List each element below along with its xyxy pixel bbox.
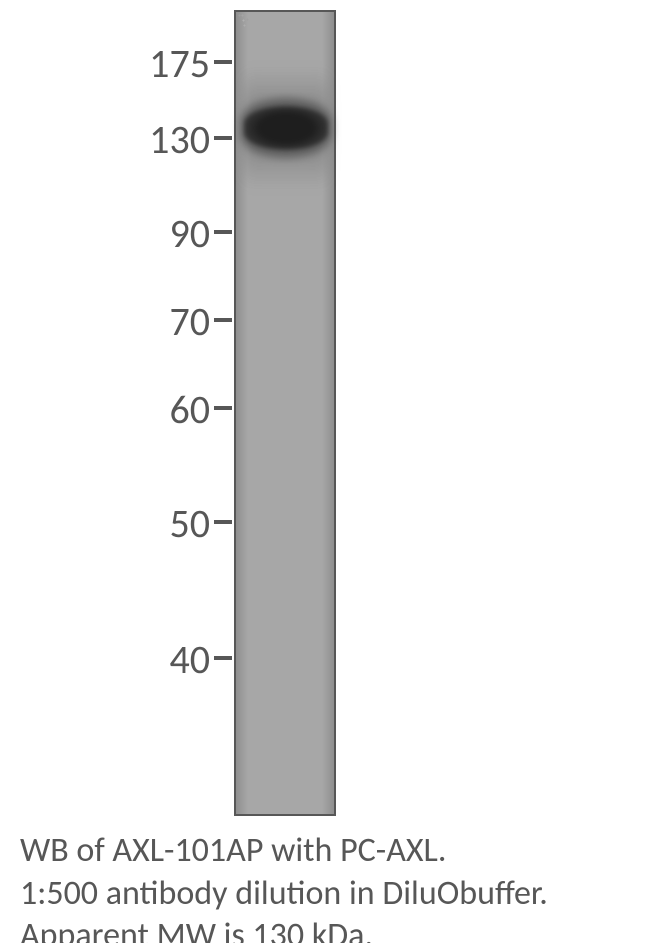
marker-label-70: 70 bbox=[90, 297, 210, 346]
marker-tick-50 bbox=[214, 520, 232, 524]
caption-line-1: WB of AXL-101AP with PC-AXL. bbox=[20, 830, 548, 873]
marker-tick-175 bbox=[214, 60, 232, 64]
marker-tick-70 bbox=[214, 318, 232, 322]
marker-tick-90 bbox=[214, 230, 232, 234]
marker-tick-40 bbox=[214, 656, 232, 660]
marker-label-40: 40 bbox=[90, 635, 210, 684]
figure-caption: WB of AXL-101AP with PC-AXL. 1:500 antib… bbox=[20, 830, 548, 943]
marker-label-175: 175 bbox=[90, 39, 210, 88]
marker-label-90: 90 bbox=[90, 209, 210, 258]
marker-label-50: 50 bbox=[90, 499, 210, 548]
blot-area: 175 130 90 70 60 50 40 bbox=[0, 0, 650, 820]
marker-tick-130 bbox=[214, 136, 232, 140]
marker-label-130: 130 bbox=[90, 115, 210, 164]
marker-label-60: 60 bbox=[90, 385, 210, 434]
caption-line-2: 1:500 antibody dilution in DiluObuffer. bbox=[20, 873, 548, 916]
caption-line-3: Apparent MW is 130 kDa. bbox=[20, 915, 548, 943]
western-blot-figure: 175 130 90 70 60 50 40 WB of AXL-101AP with PC… bbox=[0, 0, 650, 943]
marker-tick-60 bbox=[214, 406, 232, 410]
band-core bbox=[244, 106, 328, 150]
